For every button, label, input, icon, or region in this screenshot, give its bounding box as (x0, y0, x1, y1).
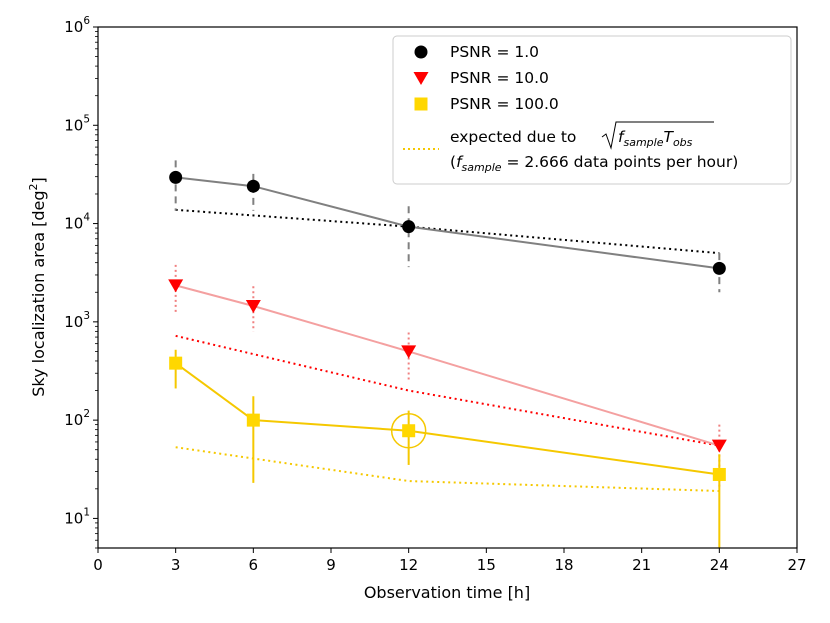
highlight-circle (390, 412, 427, 449)
legend-sqrt-f: f (618, 128, 626, 146)
x-tick-label-27: 27 (787, 556, 806, 574)
legend-sqrt-T: T (663, 128, 674, 146)
y-axis-title-sup: 2 (27, 184, 40, 191)
point-2-6 (246, 413, 260, 427)
y-tick-base: 10 (64, 411, 83, 429)
point-2-12 (402, 424, 416, 438)
x-tick-label-9: 9 (326, 556, 336, 574)
y-tick-base: 10 (64, 313, 83, 331)
y-tick-base: 10 (64, 116, 83, 134)
y-axis-title: Sky localization area [deg2] (27, 177, 48, 396)
x-axis-title: Observation time [h] (364, 583, 530, 602)
legend-line2-rest: = 2.666 data points per hour) (502, 153, 739, 171)
legend-sqrt-sign (601, 121, 714, 150)
y-tick-exp: 4 (83, 212, 90, 224)
legend-expected-line2: (fsample = 2.666 data points per hour) (450, 153, 738, 174)
point-0-3 (169, 170, 183, 184)
expected-line-1 (175, 334, 720, 447)
series-layer (168, 160, 727, 548)
axes-frame (97, 26, 798, 549)
y-tick-base: 10 (64, 509, 83, 527)
expected-line-0 (175, 208, 720, 255)
x-tick-label-15: 15 (477, 556, 496, 574)
series-1 (168, 264, 727, 489)
series-0 (169, 160, 726, 293)
x-tick-label-3: 3 (171, 556, 181, 574)
y-tick-base: 10 (64, 215, 83, 233)
y-tick-label-100: 102 (64, 408, 90, 429)
x-tick-label-21: 21 (632, 556, 651, 574)
point-0-6 (246, 179, 260, 193)
y-tick-label-100000: 105 (64, 113, 90, 134)
legend-marker-psnr-1 (414, 45, 428, 59)
point-0-12 (402, 220, 416, 234)
y-tick-exp: 2 (83, 408, 90, 420)
legend-sqrt-f-sub: sample (623, 136, 663, 149)
legend-marker-psnr-10 (413, 72, 429, 85)
y-tick-label-10000: 104 (64, 212, 90, 233)
point-1-6 (245, 299, 261, 313)
legend-line2-open: ( (450, 153, 456, 171)
x-tick-label-18: 18 (554, 556, 573, 574)
legend-marker-psnr-100 (414, 97, 428, 111)
point-2-3 (169, 356, 183, 370)
point-1-3 (168, 279, 184, 293)
legend-box (392, 35, 792, 185)
series-2 (169, 349, 726, 548)
y-tick-label-1000000: 106 (64, 15, 90, 36)
y-tick-exp: 3 (83, 310, 90, 322)
series-line-0 (175, 176, 720, 270)
y-axis-title-main: Sky localization area [deg (29, 191, 48, 397)
x-tick-label-6: 6 (249, 556, 259, 574)
legend-line2-f: f (456, 153, 464, 171)
legend: PSNR = 1.0 PSNR = 10.0 PSNR = 100.0 expe… (392, 35, 792, 185)
legend-expected-label: expected due to (450, 128, 576, 146)
point-1-24 (711, 439, 727, 453)
legend-expected-prefix: expected due to (450, 128, 576, 146)
series-line-2 (175, 362, 720, 476)
legend-line2-f-sub: sample (462, 161, 502, 174)
point-0-24 (712, 261, 726, 275)
legend-label-psnr-1: PSNR = 1.0 (450, 43, 539, 61)
legend-sqrt-T-sub: obs (673, 136, 693, 149)
y-tick-base: 10 (64, 18, 83, 36)
y-tick-exp: 1 (83, 506, 90, 518)
x-axis-ticks: 0 3 6 9 12 15 18 21 24 27 (93, 548, 807, 574)
legend-label-psnr-100: PSNR = 100.0 (450, 95, 559, 113)
point-2-24 (712, 467, 726, 481)
y-axis-title-close: ] (29, 177, 48, 183)
y-tick-exp: 6 (83, 15, 90, 27)
expected-line-2 (175, 446, 720, 493)
x-tick-label-24: 24 (710, 556, 729, 574)
y-tick-exp: 5 (83, 113, 90, 125)
y-tick-label-1000: 103 (64, 310, 90, 331)
legend-sqrt-contents: fsampleTobs (618, 128, 693, 149)
x-tick-label-12: 12 (399, 556, 418, 574)
series-line-1 (175, 284, 720, 447)
legend-label-psnr-10: PSNR = 10.0 (450, 69, 549, 87)
y-tick-label-10: 101 (64, 506, 90, 527)
point-1-12 (401, 345, 417, 359)
x-tick-label-0: 0 (93, 556, 103, 574)
